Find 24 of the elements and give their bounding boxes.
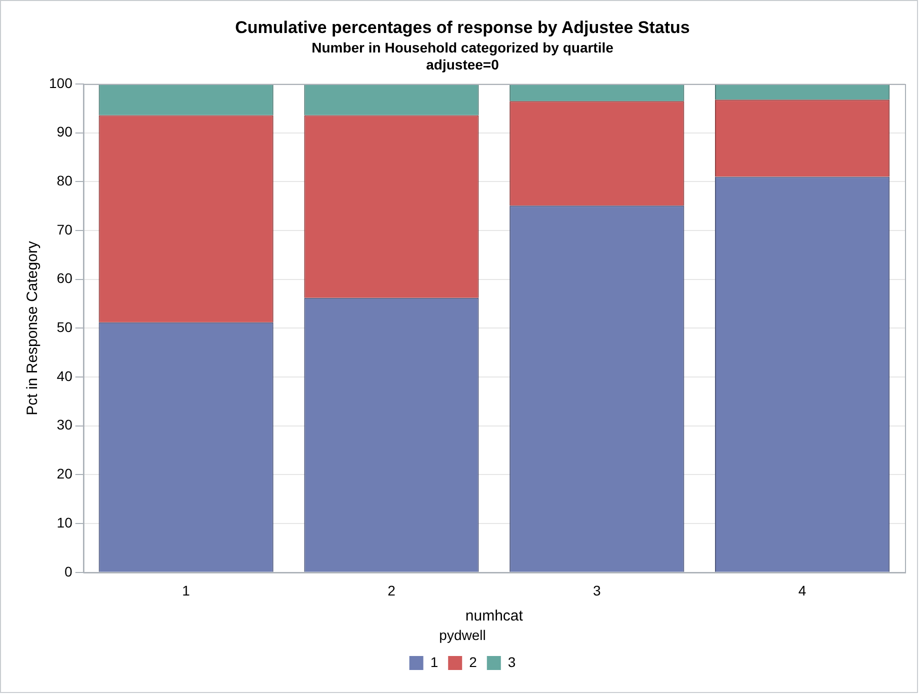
y-tick-label: 100 (49, 74, 73, 91)
y-tick-label: 0 (64, 563, 73, 580)
legend-label: 2 (469, 654, 478, 670)
legend-title: pydwell (439, 627, 486, 644)
x-tick-label: 1 (182, 582, 190, 599)
y-tick-label: 60 (56, 270, 73, 286)
y-tick-label: 20 (56, 466, 73, 482)
y-tick-label: 40 (56, 368, 73, 384)
y-tick-label: 30 (56, 416, 73, 433)
y-tick-label: 70 (56, 221, 73, 238)
x-tick-label: 4 (798, 582, 806, 599)
y-tick-label: 80 (56, 172, 73, 189)
text: adjustee=0 (426, 56, 500, 72)
x-tick-label: 2 (388, 582, 396, 599)
legend-label: 3 (508, 654, 516, 670)
chart-title: Cumulative percentages of response by Adjustee Status (235, 18, 690, 37)
y-axis-title: Pct in Response Category (24, 240, 42, 416)
x-axis-title: numhcat (465, 607, 524, 624)
chart-subtitle: Number in Household categorized by quartile (312, 40, 614, 56)
legend-label: 1 (430, 654, 438, 670)
x-tick-label: 3 (592, 582, 601, 599)
y-tick-label: 50 (56, 319, 73, 336)
y-tick-label: 10 (56, 514, 73, 530)
y-tick-label: 90 (56, 124, 73, 140)
